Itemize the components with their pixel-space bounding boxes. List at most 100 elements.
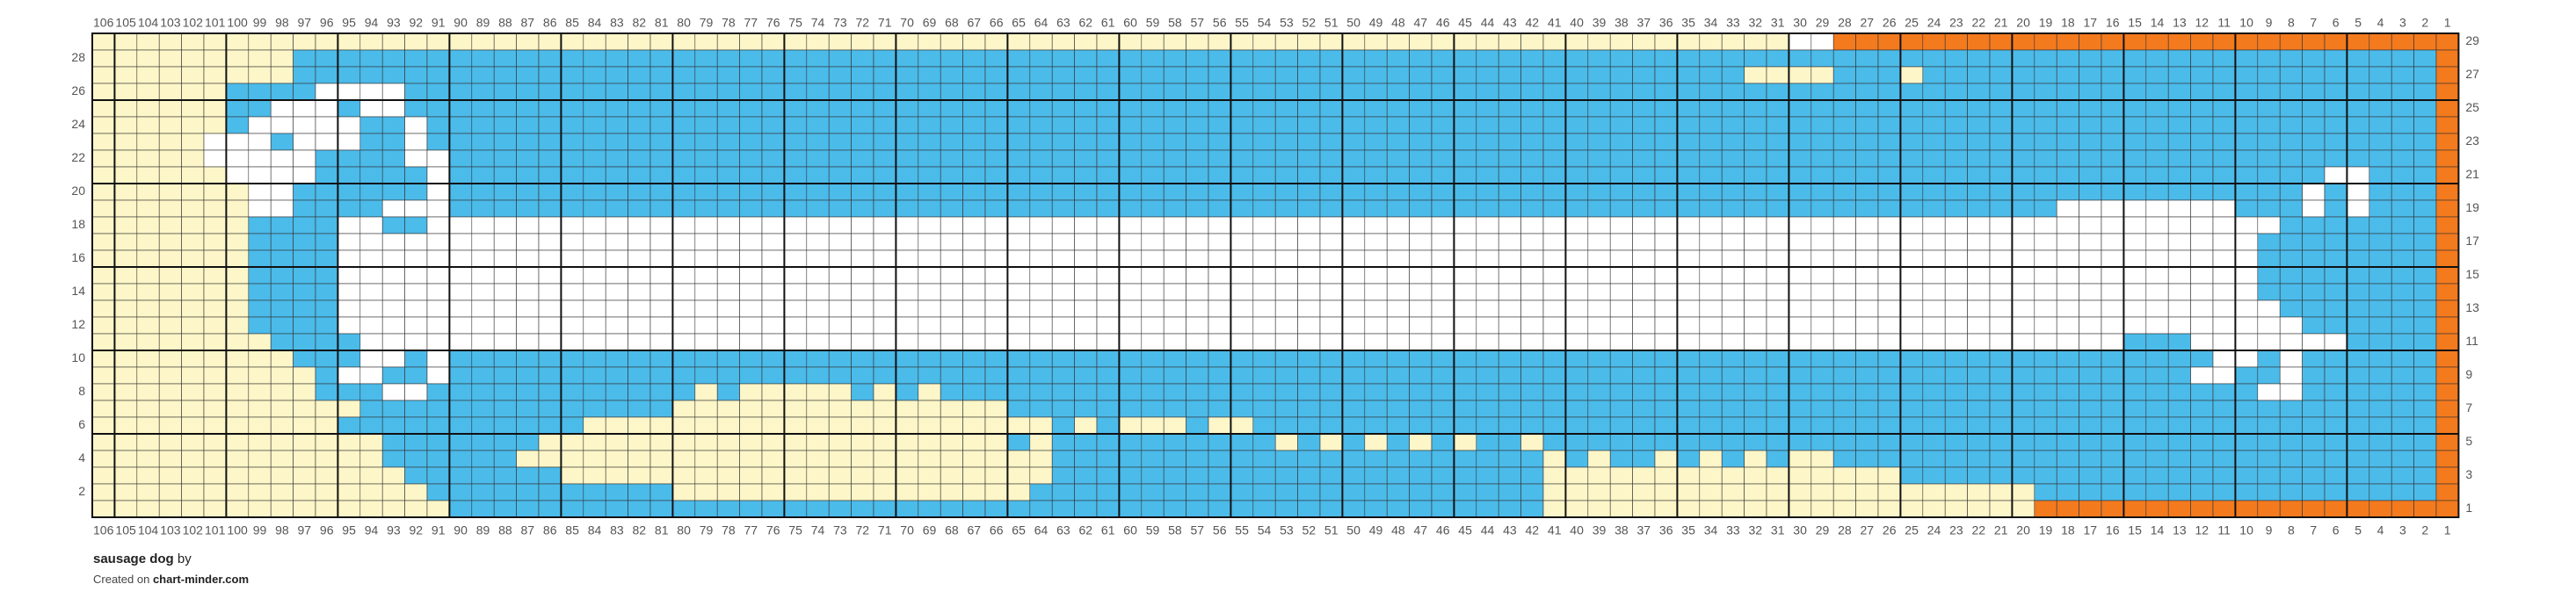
column-label: 21 [1994,16,2008,30]
column-label: 49 [1369,16,1383,30]
cell [2123,500,2147,518]
cell [583,299,606,318]
cell [337,366,361,385]
cell [962,183,986,201]
cell [203,266,227,285]
column-label: 94 [365,523,379,537]
cell [1208,500,1231,518]
cell [984,350,1008,368]
cell [1587,66,1611,84]
column-label: 10 [2239,523,2253,537]
cell [2056,433,2079,451]
cell [806,83,830,101]
cell [1409,49,1433,68]
column-label: 16 [2106,523,2120,537]
cell [270,283,294,301]
column-label: 2 [2421,523,2428,537]
cell [2413,183,2437,201]
cell [2257,32,2281,51]
cell [2145,149,2169,168]
cell [136,249,160,268]
cell [1855,266,1879,285]
cell [851,83,874,101]
cell [1274,483,1298,501]
cell [1766,83,1789,101]
cell [226,466,250,485]
cell [2034,299,2057,318]
cell [784,233,808,251]
cell [538,350,562,368]
cell [2302,49,2326,68]
cell [404,183,428,201]
cell [918,433,941,451]
cell [1297,450,1321,468]
cell [538,149,562,168]
cell [2034,149,2057,168]
cell [1855,199,1879,218]
cell [136,116,160,134]
cell [1810,66,1834,84]
cell [1208,366,1231,385]
cell [649,466,673,485]
cell [1274,433,1298,451]
cell [1989,199,2013,218]
cell [2034,450,2057,468]
cell [1252,233,1276,251]
cell [1476,333,1499,351]
row-label: 14 [71,284,85,298]
cell [1766,249,1789,268]
cell [761,416,785,435]
cell [1855,183,1879,201]
cell [649,66,673,84]
cell [1230,299,1254,318]
cell [716,199,740,218]
cell [1007,466,1031,485]
cell [628,32,651,51]
cell [1208,433,1231,451]
cell [1454,233,1477,251]
cell [158,99,182,118]
cell [449,149,473,168]
cell [1498,400,1521,418]
cell [270,233,294,251]
cell [203,350,227,368]
cell [761,400,785,418]
cell [158,266,182,285]
cell [315,333,338,351]
cell [2123,333,2147,351]
cell [337,500,361,518]
cell [1274,266,1298,285]
cell [1208,233,1231,251]
column-label: 3 [2399,16,2406,30]
cell [1119,66,1143,84]
cell [561,383,584,401]
cell [2123,66,2147,84]
cell [1922,283,1946,301]
cell [2123,400,2147,418]
cell [1431,249,1455,268]
cell [2324,99,2347,118]
cell [561,83,584,101]
cell [493,32,517,51]
cell [449,66,473,84]
cell [2279,483,2303,501]
cell [1744,32,1767,51]
cell [1587,366,1611,385]
cell [2190,32,2214,51]
cell [851,149,874,168]
cell [2012,450,2035,468]
cell [1252,433,1276,451]
cell [1922,333,1946,351]
cell [828,266,852,285]
cell [1186,433,1209,451]
cell [2212,49,2236,68]
cell [1900,233,1924,251]
cell [896,283,919,301]
cell [1364,133,1388,151]
cell [1186,466,1209,485]
cell [1119,350,1143,368]
cell [2167,266,2191,285]
cell [2369,366,2392,385]
cell [315,116,338,134]
row-label: 16 [71,250,85,264]
